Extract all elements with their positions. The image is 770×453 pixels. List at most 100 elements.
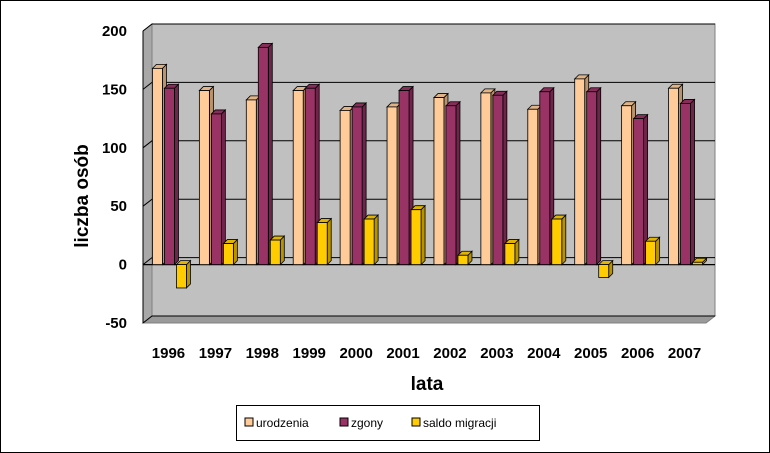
bar-saldo-migracji-2005	[597, 259, 614, 279]
bar-front	[257, 46, 269, 266]
gridline	[142, 23, 715, 32]
bar-saldo-migracji-2000	[363, 214, 380, 266]
bar-zgony-2007	[679, 98, 696, 266]
legend-item-zgony: zgony	[339, 416, 383, 430]
y-tick-label: 200	[102, 23, 127, 40]
legend-label: zgony	[351, 416, 383, 430]
bar-front	[363, 218, 375, 266]
bar-side	[279, 235, 285, 266]
bar-front	[410, 209, 422, 265]
bar-front	[245, 99, 257, 266]
gridline	[142, 257, 715, 265]
bar-front	[586, 91, 598, 265]
y-axis-title: liczba osób	[72, 144, 93, 247]
bar-front	[339, 110, 351, 265]
bar-saldo-migracji-2007	[691, 257, 708, 266]
x-tick-label: 2005	[574, 345, 607, 362]
bar-side	[174, 83, 179, 266]
bar-side	[655, 236, 661, 266]
legend-swatch	[411, 417, 421, 427]
bar-zgony-2006	[632, 113, 649, 266]
bar-zgony-1998	[257, 42, 274, 266]
bar-front	[527, 108, 539, 265]
bar-front	[574, 78, 586, 266]
bar-front	[445, 105, 457, 266]
bar-side	[596, 86, 602, 266]
bar-side	[455, 100, 461, 266]
bar-front	[692, 261, 703, 266]
bar-front	[398, 90, 410, 265]
bar-side	[561, 214, 567, 266]
bar-side	[220, 108, 226, 266]
bar-saldo-migracji-1998	[269, 235, 286, 266]
x-tick-label: 1999	[293, 345, 326, 362]
bar-side	[502, 90, 508, 266]
bar-side	[326, 217, 332, 266]
bar-front	[222, 243, 234, 266]
legend-swatch	[244, 417, 254, 427]
bar-side	[690, 98, 695, 266]
bar-front	[176, 264, 187, 289]
legend-item-saldo-migracji: saldo migracji	[411, 416, 496, 430]
x-axis-title: lata	[411, 374, 444, 395]
x-tick-label: 1997	[199, 345, 232, 362]
bar-front	[645, 240, 657, 266]
bar-zgony-2005	[585, 86, 602, 266]
y-tick-label: 50	[110, 198, 127, 215]
bar-saldo-migracji-2004	[550, 214, 567, 266]
bar-front	[680, 103, 691, 266]
x-tick-label: 2000	[339, 345, 372, 362]
gridline	[142, 140, 715, 149]
bar-saldo-migracji-2002	[456, 250, 473, 266]
x-tick-label: 2004	[527, 345, 561, 362]
x-tick-label: 1996	[152, 345, 185, 362]
y-tick-label: -50	[105, 315, 127, 332]
bar-front	[316, 222, 328, 266]
legend-box	[236, 405, 540, 441]
bar-saldo-migracji-2003	[503, 238, 520, 266]
plot-floor	[141, 315, 717, 324]
y-tick-labels: -50 0 50 100 150 200	[102, 23, 127, 332]
bars	[151, 42, 708, 289]
legend: urodzenia zgony saldo migracji	[236, 405, 540, 441]
legend-swatch	[339, 417, 349, 427]
legend-label: saldo migracji	[423, 416, 496, 430]
bar-zgony-2003	[491, 90, 508, 266]
gridlines	[142, 23, 715, 324]
bar-front	[198, 90, 210, 265]
gridline	[142, 315, 715, 324]
y-tick-label: 150	[102, 81, 127, 98]
bar-zgony-1996	[163, 83, 180, 266]
plot-side-wall	[142, 22, 153, 325]
bar-front	[551, 218, 563, 266]
bar-front	[386, 106, 398, 265]
x-tick-label: 2006	[621, 345, 654, 362]
bar-side	[420, 204, 426, 266]
x-tick-label: 2007	[668, 345, 701, 362]
bar-front	[633, 118, 645, 265]
bar-front	[621, 105, 633, 266]
bar-saldo-migracji-1996	[175, 259, 192, 289]
bar-front	[164, 87, 175, 265]
bar-side	[267, 42, 273, 266]
x-tick-labels: 1996 1997 1998 1999 2000 2001 2002 2003 2004 2005…	[152, 345, 701, 362]
bar-zgony-2002	[444, 100, 461, 266]
bar-saldo-migracji-2006	[644, 236, 661, 266]
gridline	[142, 81, 715, 90]
bar-front	[668, 87, 679, 265]
bar-side	[373, 214, 379, 266]
bar-zgony-1997	[210, 108, 227, 266]
y-tick-label: 100	[102, 140, 127, 157]
x-tick-label: 2003	[480, 345, 513, 362]
legend-item-urodzenia: urodzenia	[244, 416, 309, 430]
bar-front	[304, 87, 316, 265]
bar-zgony-1999	[304, 83, 321, 266]
gridline	[142, 198, 715, 207]
legend-label: urodzenia	[256, 416, 309, 430]
bar-front	[210, 113, 222, 265]
bar-saldo-migracji-1999	[316, 217, 333, 266]
bar-front	[457, 254, 469, 265]
bar-saldo-migracji-1997	[222, 238, 239, 266]
